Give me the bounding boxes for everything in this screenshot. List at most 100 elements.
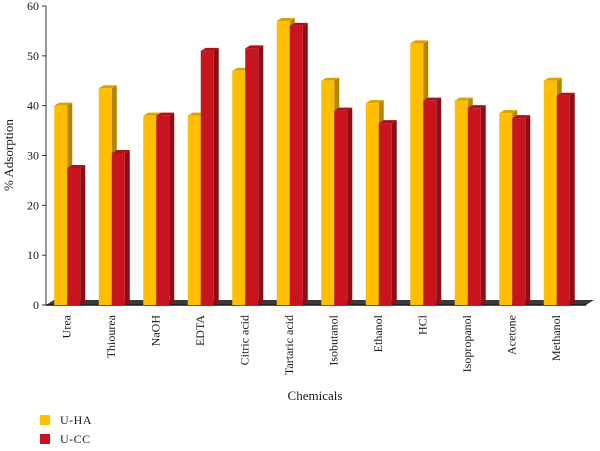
bar-front — [378, 123, 392, 305]
y-tick-label: 40 — [27, 99, 39, 113]
bar-front — [410, 43, 424, 305]
bar-top — [321, 77, 340, 81]
legend-label-u-ha: U-HA — [60, 413, 92, 427]
bar-front — [365, 103, 379, 305]
bar-u-cc — [200, 47, 219, 305]
bar-u-cc — [512, 115, 531, 305]
bar-top — [365, 100, 384, 104]
y-tick-label: 10 — [27, 248, 39, 262]
x-category-label: EDTA — [193, 315, 207, 346]
bar-top — [245, 45, 264, 49]
bar-top — [98, 85, 117, 89]
bar-top — [200, 47, 219, 51]
y-tick-label: 0 — [33, 298, 39, 312]
bar-top — [54, 102, 73, 106]
bar-u-cc — [67, 164, 86, 305]
bar-side — [80, 164, 86, 305]
bar-top — [156, 112, 175, 116]
bar-side — [258, 45, 264, 305]
bar-top — [499, 110, 518, 114]
bar-top — [143, 112, 162, 116]
x-category-label: Thiourea — [104, 314, 118, 358]
bar-u-cc — [289, 22, 308, 306]
bar-top — [423, 97, 442, 101]
x-category-label: Urea — [59, 314, 73, 338]
y-axis-title: % Adsorption — [1, 119, 16, 191]
bar-side — [436, 97, 442, 305]
bar-u-cc — [245, 45, 264, 305]
bar-top — [67, 164, 86, 168]
bar-front — [98, 88, 112, 305]
bar-u-cc — [156, 112, 175, 305]
bar-top — [410, 40, 429, 44]
x-category-label: NaOH — [148, 315, 162, 347]
bar-side — [124, 150, 130, 305]
x-category-label: HCl — [415, 314, 429, 335]
bar-front — [111, 153, 125, 305]
bar-u-cc — [111, 150, 130, 305]
bar-front — [334, 110, 348, 306]
y-tick-label: 30 — [27, 149, 39, 163]
bar-side — [391, 120, 397, 305]
bar-top — [467, 105, 486, 109]
x-category-label: Citric acid — [237, 315, 251, 365]
bar-top — [512, 115, 531, 119]
legend-swatch-u-ha — [40, 415, 50, 425]
bar-front — [156, 115, 170, 305]
bar-front — [454, 100, 468, 305]
bar-front — [200, 50, 214, 305]
bars — [54, 17, 575, 306]
bar-u-cc — [334, 107, 353, 306]
bar-front — [232, 70, 246, 306]
bar-top — [556, 92, 575, 96]
category-labels: Urea Thiourea NaOH EDTA Citric acid Tartaric … — [59, 314, 563, 375]
legend-label-u-cc: U-CC — [60, 432, 91, 446]
bar-front — [143, 115, 157, 305]
x-axis-title: Chemicals — [288, 388, 343, 403]
bar-side — [169, 112, 175, 305]
bar-top — [111, 150, 130, 154]
legend-swatch-u-cc — [40, 434, 50, 444]
x-category-label: Isopropanol — [460, 314, 474, 372]
bar-front — [499, 113, 513, 306]
bar-front — [556, 95, 570, 305]
bar-front — [276, 20, 290, 305]
bar-front — [321, 80, 335, 305]
bar-u-cc — [556, 92, 575, 305]
bar-front — [245, 48, 259, 305]
bar-side — [525, 115, 531, 305]
x-category-label: Ethanol — [371, 314, 385, 352]
y-tick-label: 20 — [27, 198, 39, 212]
bar-front — [467, 108, 481, 306]
x-category-label: Tartaric acid — [282, 315, 296, 375]
bar-front — [67, 167, 81, 305]
bar-side — [480, 105, 486, 306]
x-category-label: Isobutanol — [326, 314, 340, 365]
bar-top — [289, 22, 308, 26]
bar-front — [54, 105, 68, 306]
bar-u-cc — [378, 120, 397, 305]
y-tick-label: 50 — [27, 49, 39, 63]
bar-side — [302, 22, 308, 305]
bar-top — [543, 77, 562, 81]
bar-front — [423, 100, 437, 305]
bar-front — [512, 118, 526, 305]
x-category-label: Acetone — [504, 315, 518, 355]
bar-front — [187, 115, 201, 305]
bar-side — [569, 92, 575, 305]
bar-top — [454, 97, 473, 101]
bar-top — [334, 107, 353, 111]
bar-front — [289, 25, 303, 306]
bar-u-cc — [423, 97, 442, 305]
bar-side — [347, 107, 353, 306]
bar-top — [378, 120, 397, 124]
y-tick-labels: 0 10 20 30 40 50 60 — [27, 0, 46, 312]
legend: U-HA U-CC — [40, 413, 92, 446]
bar-u-cc — [467, 105, 486, 306]
bar-top — [276, 17, 295, 21]
x-category-label: Methanol — [549, 314, 563, 361]
y-tick-label: 60 — [27, 0, 39, 13]
bar-front — [543, 80, 557, 305]
bar-side — [213, 47, 219, 305]
